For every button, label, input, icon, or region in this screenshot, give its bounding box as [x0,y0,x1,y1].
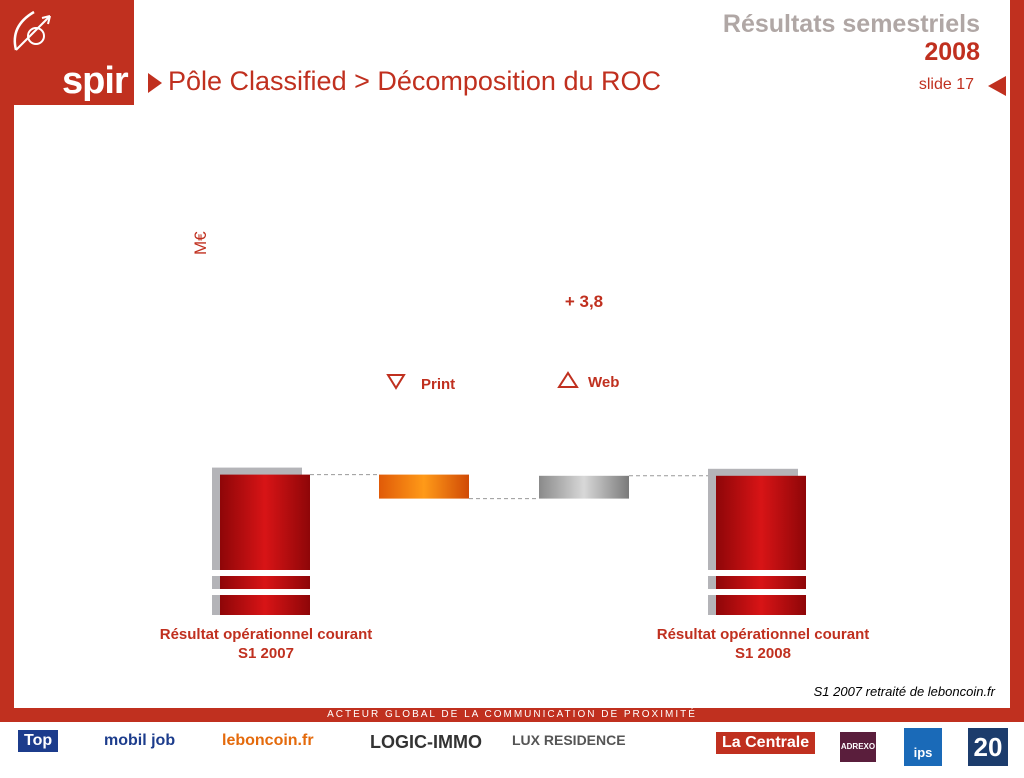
footnote: S1 2007 retraité de leboncoin.fr [813,684,995,699]
results-title: Résultats semestriels [722,10,980,38]
brand-logo: mobil job [104,732,176,749]
axis-break-stripe [210,570,312,576]
archer-icon [13,10,51,51]
up-triangle-icon [557,371,579,388]
footer-tagline: ACTEUR GLOBAL DE LA COMMUNICATION DE PRO… [327,709,697,720]
category-label-line: S1 2007 [238,645,294,662]
sub-label-pct: 12,3% [245,294,285,310]
category-label-line: Résultat opérationnel courant [656,626,870,643]
value-label-web: + 3,8 [565,292,603,311]
sub-label-ca: du CA [740,331,781,347]
slide-number: slide 17 [918,76,974,93]
category-label-line: Résultat opérationnel courant [159,626,373,643]
sub-label-ca: du CA [244,315,285,331]
frame-right [1010,105,1024,717]
brand-logo: LOGIC-IMMO [370,732,482,752]
brand-logo: ips [904,728,942,766]
title-arrow-icon [148,73,162,93]
axis-break-stripe [706,570,808,576]
category-label-line: S1 2008 [735,645,791,662]
brand-logo: Top [18,730,59,752]
footer-band [0,708,1024,722]
y-axis-label: M€ [191,231,210,255]
axis-break-stripe [210,589,312,595]
brand-logo: La Centrale [716,732,816,754]
down-triangle-icon [386,374,406,390]
category-label-print: Print [421,376,455,393]
category-label-s1-2007: Résultat opérationnel courant S1 2007 [136,625,396,663]
brand-logo: leboncoin.fr [222,732,314,749]
brand-logos: Top mobil job leboncoin.fr LOGIC-IMMO LU… [0,722,1024,768]
frame-left [0,105,14,717]
brand-logo: 20 [968,728,1008,766]
category-label-web: Web [588,374,619,391]
waterfall-chart: M€ 23,4 12,3% du CA (4,0) + 3,8 23,2 11,8% du C… [191,231,808,615]
axis-break-stripe [706,589,808,595]
bar-print [379,474,469,499]
logo-text: spir [62,60,129,102]
brand-logo: LUX RESIDENCE [512,732,626,748]
title-area [134,0,1010,105]
brand-logo: ADREXO [840,732,876,762]
sub-label-pct: 11,8% [728,311,767,327]
value-label-s1-2008: 23,2 [744,262,777,281]
page-title: Pôle Classified > Décomposition du ROC [168,66,661,96]
value-label-print: (4,0) [407,283,442,302]
value-label-s1-2007: 23,4 [248,248,282,267]
logo: spir [0,0,129,105]
slide-arrow-icon [988,76,1006,96]
results-year: 2008 [924,38,980,66]
category-label-s1-2008: Résultat opérationnel courant S1 2008 [633,625,893,663]
bar-web [539,475,629,499]
